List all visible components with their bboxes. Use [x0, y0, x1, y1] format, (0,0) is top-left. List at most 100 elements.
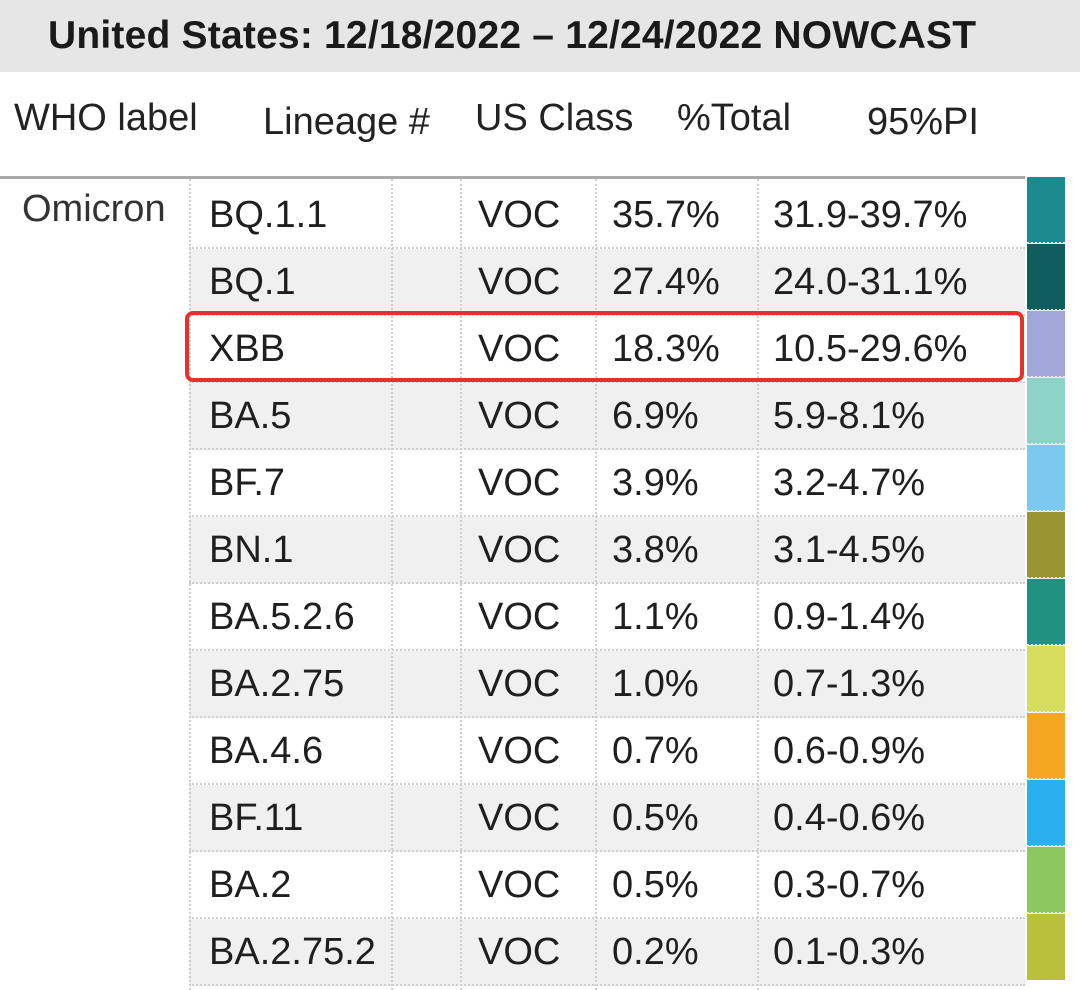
row-divider	[189, 716, 1025, 718]
row-background	[189, 517, 1025, 584]
swatch-divider	[1027, 711, 1065, 713]
color-swatch	[1027, 914, 1065, 980]
color-swatch	[1027, 847, 1065, 913]
total-cell: 3.8%	[612, 529, 699, 571]
pi-cell: 10.5-29.6%	[773, 328, 968, 370]
us-class-cell: VOC	[478, 864, 561, 906]
lineage-cell: BA.2	[209, 864, 292, 906]
us-class-cell: VOC	[478, 931, 561, 973]
lineage-cell: BA.4.6	[209, 730, 324, 772]
us-class-cell: VOC	[478, 529, 561, 571]
variant-table: BQ.1.1 VOC 35.7% 31.9-39.7% BQ.1 VOC 27.4% 24.0…	[0, 176, 1080, 990]
total-cell: 6.9%	[612, 395, 699, 437]
page-title: United States: 12/18/2022 – 12/24/2022 N…	[48, 14, 977, 57]
lineage-cell: BA.2.75.2	[209, 931, 376, 973]
color-swatch	[1027, 780, 1065, 846]
total-cell: 0.5%	[612, 864, 699, 906]
us-class-cell: VOC	[478, 730, 561, 772]
header-total: %Total	[677, 97, 792, 139]
column-divider	[460, 179, 462, 990]
swatch-divider	[1027, 443, 1065, 445]
total-cell: 1.0%	[612, 663, 699, 705]
row-background	[189, 383, 1025, 450]
us-class-cell: VOC	[478, 328, 561, 370]
table-row: BA.5 VOC 6.9% 5.9-8.1%	[0, 383, 1025, 450]
row-background	[189, 785, 1025, 852]
color-swatch	[1027, 445, 1065, 511]
swatch-divider	[1027, 644, 1065, 646]
pi-cell: 0.4-0.6%	[773, 797, 926, 839]
color-swatch	[1027, 244, 1065, 310]
table-row: BQ.1 VOC 27.4% 24.0-31.1%	[0, 249, 1025, 316]
row-divider	[189, 247, 1025, 249]
total-cell: 0.5%	[612, 797, 699, 839]
column-divider	[189, 179, 191, 990]
row-divider	[189, 850, 1025, 852]
us-class-cell: VOC	[478, 395, 561, 437]
pi-cell: 0.1-0.3%	[773, 931, 926, 973]
header-pi: 95%PI	[867, 101, 979, 143]
lineage-cell: BF.11	[209, 797, 304, 839]
table-row: BA.2.75.2 VOC 0.2% 0.1-0.3%	[0, 919, 1025, 986]
table-row: BA.4.6 VOC 0.7% 0.6-0.9%	[0, 718, 1025, 785]
lineage-cell: BA.5.2.6	[209, 596, 355, 638]
total-cell: 0.2%	[612, 931, 699, 973]
row-divider	[189, 448, 1025, 450]
us-class-cell: VOC	[478, 596, 561, 638]
row-background	[189, 919, 1025, 986]
total-cell: 3.9%	[612, 462, 699, 504]
pi-cell: 0.3-0.7%	[773, 864, 926, 906]
table-row: BQ.1.1 VOC 35.7% 31.9-39.7%	[0, 182, 1025, 249]
column-divider	[595, 179, 597, 990]
pi-cell: 3.2-4.7%	[773, 462, 926, 504]
pi-cell: 31.9-39.7%	[773, 194, 968, 236]
us-class-cell: VOC	[478, 462, 561, 504]
row-divider	[189, 917, 1025, 919]
table-row: BA.2.75 VOC 1.0% 0.7-1.3%	[0, 651, 1025, 718]
row-divider	[189, 649, 1025, 651]
lineage-cell: BF.7	[209, 462, 286, 504]
table-row: XBB VOC 18.3% 10.5-29.6%	[0, 316, 1025, 383]
us-class-cell: VOC	[478, 663, 561, 705]
table-row: BF.7 VOC 3.9% 3.2-4.7%	[0, 450, 1025, 517]
total-cell: 27.4%	[612, 261, 720, 303]
color-swatch	[1027, 177, 1065, 243]
header-us-class: US Class	[475, 97, 634, 139]
pi-cell: 24.0-31.1%	[773, 261, 968, 303]
swatch-divider	[1027, 376, 1065, 378]
color-swatch	[1027, 713, 1065, 779]
color-swatch	[1027, 579, 1065, 645]
total-cell: 1.1%	[612, 596, 699, 638]
row-divider	[189, 314, 1025, 316]
pi-cell: 0.7-1.3%	[773, 663, 926, 705]
column-divider	[757, 179, 759, 990]
column-divider	[391, 179, 393, 990]
row-divider	[189, 783, 1025, 785]
table-row: BA.2 VOC 0.5% 0.3-0.7%	[0, 852, 1025, 919]
lineage-cell: BQ.1	[209, 261, 296, 303]
row-divider	[189, 381, 1025, 383]
pi-cell: 0.6-0.9%	[773, 730, 926, 772]
swatch-divider	[1027, 309, 1065, 311]
us-class-cell: VOC	[478, 261, 561, 303]
highlight-box	[185, 311, 1024, 382]
table-row: BF.11 VOC 0.5% 0.4-0.6%	[0, 785, 1025, 852]
title-bar: United States: 12/18/2022 – 12/24/2022 N…	[0, 0, 1080, 72]
swatch-divider	[1027, 912, 1065, 914]
lineage-cell: XBB	[209, 328, 286, 370]
header-who-label: WHO label	[14, 97, 198, 139]
swatch-divider	[1027, 577, 1065, 579]
us-class-cell: VOC	[478, 797, 561, 839]
swatch-divider	[1027, 242, 1065, 244]
pi-cell: 0.9-1.4%	[773, 596, 926, 638]
lineage-cell: BA.2.75	[209, 663, 345, 705]
table-row: BA.5.2.6 VOC 1.1% 0.9-1.4%	[0, 584, 1025, 651]
lineage-cell: BA.5	[209, 395, 292, 437]
row-divider	[189, 582, 1025, 584]
who-label-cell: Omicron	[22, 188, 166, 230]
color-swatch	[1027, 311, 1065, 377]
color-swatch	[1027, 646, 1065, 712]
swatch-divider	[1027, 778, 1065, 780]
total-cell: 0.7%	[612, 730, 699, 772]
color-swatch	[1027, 378, 1065, 444]
